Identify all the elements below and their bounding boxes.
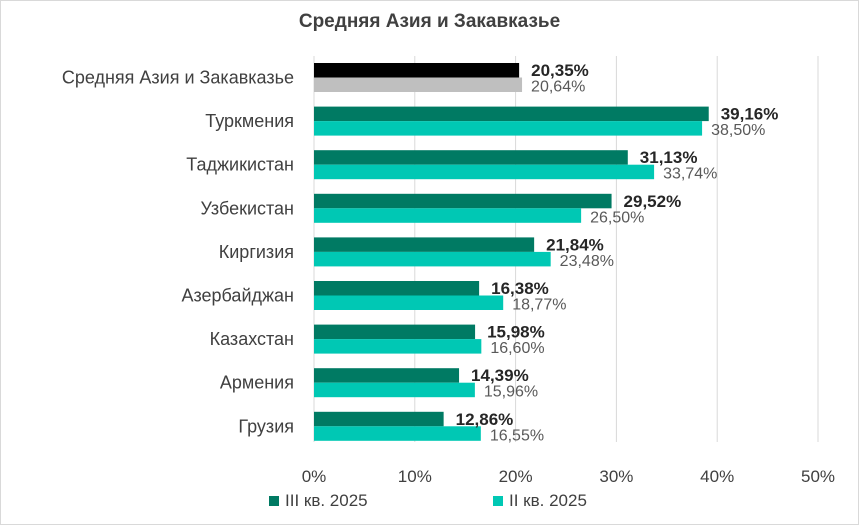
bar-series1 — [314, 368, 460, 383]
bar-series2 — [314, 208, 582, 223]
x-tick-label: 10% — [398, 467, 432, 486]
category-label: Киргизия — [219, 242, 294, 262]
data-label-series2: 38,50% — [711, 122, 765, 139]
bar-series1 — [314, 324, 476, 340]
x-tick-label: 40% — [700, 467, 734, 486]
legend-label-series1: III кв. 2025 — [285, 491, 368, 510]
legend-swatch-series1 — [269, 496, 279, 506]
legend-item-series1: III кв. 2025 — [269, 491, 368, 511]
bar-series2 — [314, 295, 504, 310]
data-label-series2: 16,60% — [490, 340, 544, 357]
bar-series2 — [314, 164, 655, 180]
legend-item-series2: II кв. 2025 — [493, 491, 587, 511]
legend: III кв. 2025 II кв. 2025 — [0, 491, 859, 515]
x-tick-label: 0% — [302, 467, 327, 486]
bar-series2 — [314, 251, 551, 267]
data-label-series1: 15,98% — [487, 323, 545, 342]
x-axis-ticks: 0% 10% 20% 30% 40% 50% — [302, 467, 835, 486]
bar-series1 — [314, 281, 480, 296]
bar-series2 — [314, 426, 481, 441]
legend-label-series2: II кв. 2025 — [509, 491, 587, 510]
bar-series2 — [314, 121, 703, 136]
data-label-series1: 39,16% — [721, 105, 779, 124]
category-labels: Средняя Азия и Закавказье Туркмения Таджик… — [62, 68, 294, 437]
data-label-series2: 16,55% — [490, 427, 544, 444]
category-label: Узбекистан — [200, 198, 294, 218]
bar-series1 — [314, 150, 628, 165]
bar-series1 — [314, 63, 520, 78]
data-label-series2: 33,74% — [663, 166, 717, 183]
data-label-series2: 20,64% — [531, 79, 585, 96]
x-tick-label: 50% — [801, 467, 835, 486]
data-label-series2: 18,77% — [512, 297, 566, 314]
data-label-series1: 16,38% — [491, 279, 549, 298]
data-label-series2: 15,96% — [484, 384, 538, 401]
data-label-series1: 29,52% — [624, 192, 682, 211]
x-tick-label: 30% — [599, 467, 633, 486]
chart-title: Средняя Азия и Закавказье — [298, 11, 561, 32]
data-label-series1: 20,35% — [531, 61, 589, 80]
bar-series2 — [314, 339, 482, 354]
bars — [314, 63, 709, 441]
bar-series2 — [314, 77, 523, 92]
category-label: Средняя Азия и Закавказье — [62, 68, 294, 88]
bar-series1 — [314, 106, 709, 122]
category-label: Казахстан — [210, 329, 294, 349]
data-label-series1: 14,39% — [471, 366, 529, 385]
category-label: Туркмения — [205, 111, 294, 131]
x-tick-label: 20% — [499, 467, 533, 486]
bar-series1 — [314, 411, 444, 427]
bar-series1 — [314, 237, 535, 252]
category-label: Грузия — [238, 416, 294, 436]
data-labels: 20,35%20,64% 39,16%38,50% 31,13%33,74% 29,5… — [456, 61, 779, 444]
bar-series2 — [314, 382, 475, 398]
data-label-series2: 23,48% — [560, 253, 614, 270]
data-label-series2: 26,50% — [590, 209, 644, 226]
bar-series1 — [314, 193, 612, 209]
data-label-series1: 12,86% — [456, 410, 514, 429]
category-label: Таджикистан — [186, 155, 294, 175]
legend-swatch-series2 — [493, 496, 503, 506]
data-label-series1: 31,13% — [640, 148, 698, 167]
category-label: Азербайджан — [181, 286, 294, 306]
data-label-series1: 21,84% — [546, 235, 604, 254]
category-label: Армения — [220, 373, 294, 393]
